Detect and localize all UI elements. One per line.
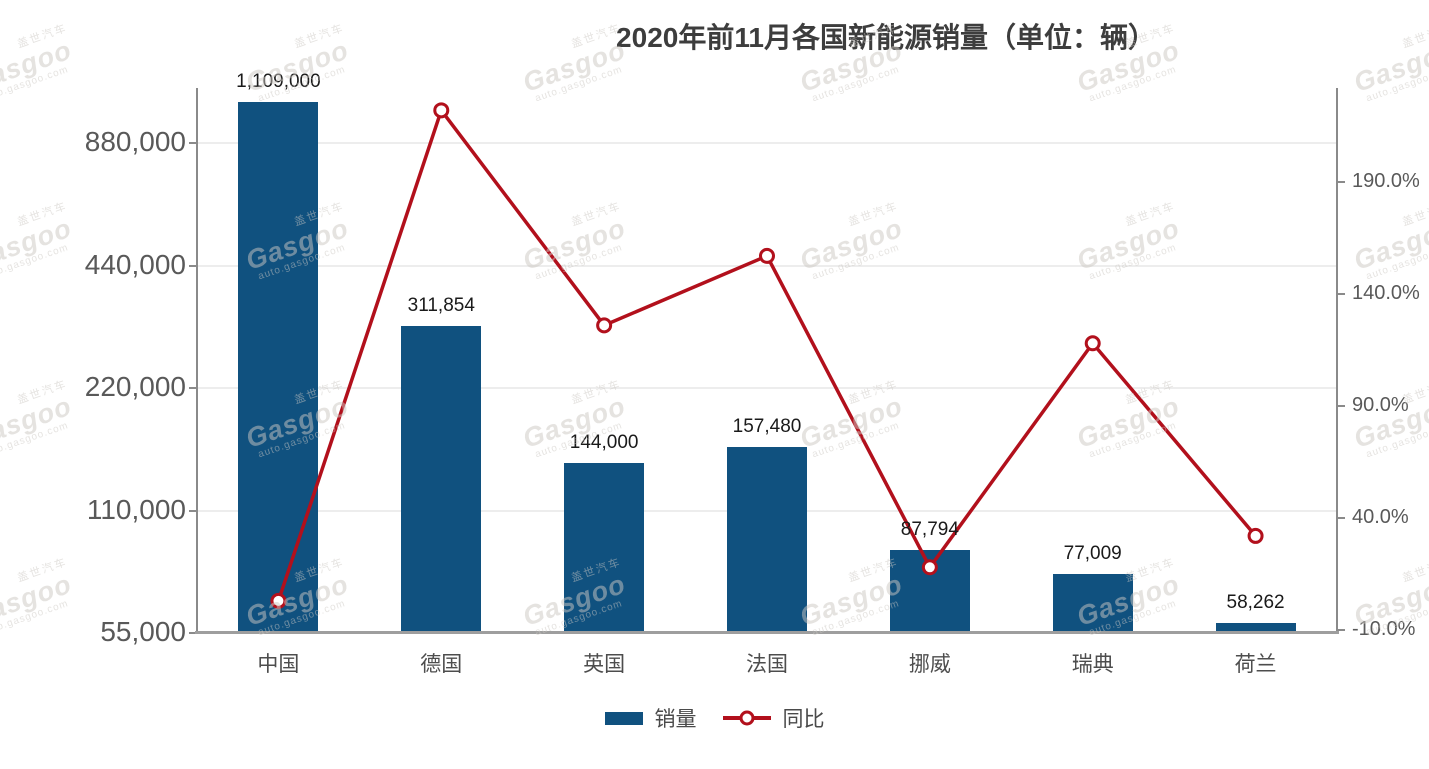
x-axis-category-label: 挪威 — [908, 653, 951, 676]
sales-bar-value-label: 144,000 — [569, 431, 639, 453]
x-axis-category-label: 瑞典 — [1071, 653, 1114, 676]
legend-yoy-label: 同比 — [782, 708, 825, 731]
sales-bar-value-label: 77,009 — [1063, 542, 1122, 564]
right-axis-tick — [1338, 181, 1345, 183]
x-axis-line — [195, 631, 1339, 634]
yoy-marker-英国 — [596, 317, 613, 334]
legend-sales-label: 销量 — [654, 708, 697, 731]
right-axis-tick — [1338, 629, 1345, 631]
legend-yoy-marker — [722, 710, 771, 726]
sales-bar-value-label: 1,109,000 — [236, 71, 321, 93]
sales-bar-value-label: 87,794 — [900, 519, 959, 541]
left-axis-tick — [189, 509, 196, 512]
left-axis-tick-label: 440,000 — [84, 248, 186, 280]
right-axis-tick — [1338, 517, 1345, 519]
right-axis-tick-label: 40.0% — [1352, 506, 1409, 528]
gridline — [197, 142, 1337, 144]
right-axis-line — [1336, 88, 1338, 633]
left-axis-tick — [189, 142, 196, 144]
x-axis-category-label: 荷兰 — [1234, 653, 1277, 676]
yoy-marker-挪威 — [921, 559, 938, 576]
x-axis-category-label: 中国 — [257, 653, 300, 676]
left-axis-tick-label: 110,000 — [86, 493, 186, 525]
left-axis-tick — [189, 387, 196, 389]
right-axis-tick-label: 190.0% — [1352, 170, 1420, 192]
yoy-marker-荷兰 — [1247, 527, 1264, 544]
yoy-line — [276, 106, 1257, 602]
sales-bar-法国 — [727, 447, 807, 631]
right-axis-tick — [1338, 293, 1345, 295]
gridline — [197, 264, 1337, 267]
sales-bar-德国 — [401, 326, 482, 631]
yoy-marker-德国 — [433, 102, 450, 119]
yoy-marker-瑞典 — [1084, 335, 1101, 352]
left-axis-tick — [189, 632, 196, 634]
gridline — [197, 387, 1337, 389]
sales-bar-荷兰 — [1215, 622, 1296, 631]
left-axis-line — [196, 88, 198, 633]
yoy-marker-中国 — [270, 592, 287, 609]
right-axis-tick-label: -10.0% — [1352, 618, 1416, 640]
sales-bar-中国 — [238, 102, 319, 631]
right-axis-tick — [1338, 405, 1345, 407]
left-axis-tick — [189, 264, 196, 267]
sales-bar-value-label: 157,480 — [732, 416, 802, 438]
yoy-marker-法国 — [759, 247, 775, 264]
sales-bar-英国 — [564, 462, 645, 631]
x-axis-category-label: 德国 — [420, 653, 463, 676]
sales-bar-瑞典 — [1052, 573, 1133, 631]
right-axis-tick-label: 90.0% — [1352, 394, 1409, 416]
legend: 销量 同比 — [0, 703, 1429, 733]
x-axis-category-label: 法国 — [745, 653, 788, 676]
right-axis-tick-label: 140.0% — [1352, 282, 1420, 304]
left-axis-tick-label: 220,000 — [84, 371, 186, 402]
x-axis-category-label: 英国 — [583, 653, 626, 676]
chart-title: 2020年前11月各国新能源销量（单位：辆） — [616, 22, 1156, 53]
left-axis-tick-label: 880,000 — [84, 126, 186, 157]
left-axis-tick-label: 55,000 — [100, 616, 186, 647]
sales-bar-value-label: 58,262 — [1226, 591, 1285, 613]
legend-sales-swatch — [604, 711, 643, 725]
sales-bar-value-label: 311,854 — [407, 295, 475, 317]
legend-yoy-circle-icon — [739, 710, 754, 726]
